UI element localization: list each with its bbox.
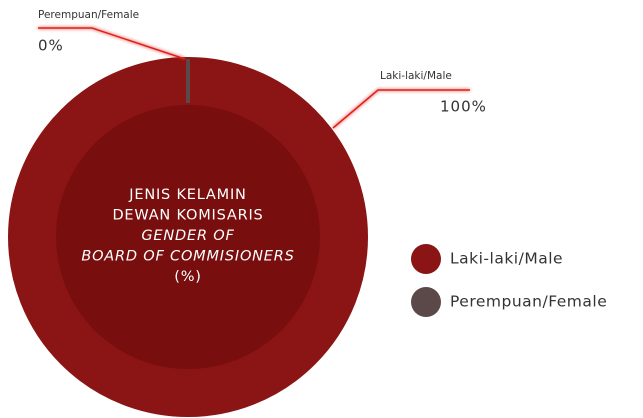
legend-swatch [411, 287, 441, 317]
legend-label: Perempuan/Female [450, 293, 607, 311]
callout-line [332, 89, 470, 129]
donut-slice [8, 56, 368, 418]
legend-label: Laki-laki/Male [450, 250, 563, 268]
callout-value: 0% [38, 37, 64, 55]
legend-swatch [411, 244, 441, 274]
callout-label: Laki-laki/Male [380, 70, 452, 82]
center-text: JENIS KELAMIN [128, 187, 246, 203]
callout-line [38, 27, 186, 60]
donut-hole [54, 103, 322, 371]
callout-label: Perempuan/Female [38, 9, 139, 21]
center-text: (%) [174, 269, 202, 285]
center-text: BOARD OF COMMISIONERS [81, 249, 294, 265]
callout-value: 100% [440, 98, 487, 116]
center-text: DEWAN KOMISARIS [112, 208, 263, 224]
center-text: GENDER OF [141, 228, 234, 244]
